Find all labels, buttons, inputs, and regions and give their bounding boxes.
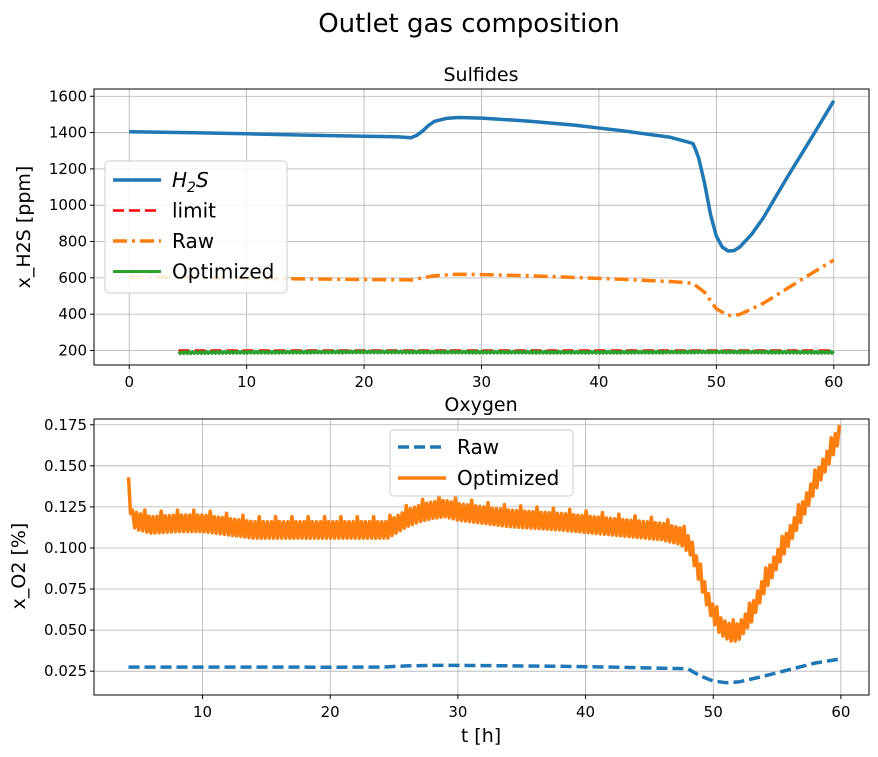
figure-title: Outlet gas composition xyxy=(318,9,620,39)
x-tick-label: 60 xyxy=(824,373,843,391)
x-tick-label: 50 xyxy=(704,703,723,721)
panel-title: Sulfides xyxy=(444,64,519,86)
y-tick-label: 1600 xyxy=(49,87,87,105)
x-tick-label: 30 xyxy=(448,703,467,721)
y-axis-label: x_O2 [%] xyxy=(8,523,30,610)
panel-oxygen: Oxygen x_O2 [%] t [h] 10 20 30 40 50 60 0.025 0… xyxy=(8,394,870,747)
x-tick-label: 50 xyxy=(707,373,726,391)
x-tick-label: 40 xyxy=(576,703,595,721)
y-tick-label: 0.150 xyxy=(44,457,87,475)
series-line-h2s xyxy=(129,99,836,253)
y-tick-label: 200 xyxy=(58,341,87,359)
y-tick-label: 0.100 xyxy=(44,539,87,557)
series-line-optimized xyxy=(177,349,835,356)
legend-label: Raw xyxy=(172,229,214,253)
x-axis-label: t [h] xyxy=(461,725,501,747)
axes-frame xyxy=(93,418,870,696)
y-tick-label: 1200 xyxy=(49,160,87,178)
legend-box xyxy=(104,160,288,294)
y-tick-label: 0.125 xyxy=(44,498,87,516)
x-tick-label: 30 xyxy=(472,373,491,391)
x-tick-label: 10 xyxy=(237,373,256,391)
panel-sulfides: Sulfides x_H2S [ppm] 0 10 20 30 40 50 60 200 400… xyxy=(13,64,870,391)
legend-label: limit xyxy=(172,199,216,223)
legend-subscript: 2 xyxy=(187,180,196,196)
y-axis-label: x_H2S [ppm] xyxy=(13,166,35,289)
x-tick-label: 10 xyxy=(193,703,212,721)
legend-label: Optimized xyxy=(457,466,559,490)
series-line-raw xyxy=(128,657,842,685)
y-tick-label: 0.050 xyxy=(44,621,87,639)
y-tick-label: 600 xyxy=(58,269,87,287)
x-tick-label: 60 xyxy=(831,703,850,721)
series-line-raw xyxy=(129,258,835,318)
y-tick-label: 0.025 xyxy=(44,662,87,680)
legend-label: Optimized xyxy=(172,260,274,284)
series-line-optimized xyxy=(126,424,842,643)
panel-title: Oxygen xyxy=(444,394,517,416)
legend-label: H2S xyxy=(172,168,209,196)
y-tick-label: 0.175 xyxy=(44,416,87,434)
x-tick-label: 40 xyxy=(589,373,608,391)
y-tick-label: 800 xyxy=(58,233,87,251)
y-tick-label: 1400 xyxy=(49,124,87,142)
x-tick-label: 0 xyxy=(124,373,134,391)
x-tick-label: 20 xyxy=(355,373,374,391)
y-tick-label: 1000 xyxy=(49,196,87,214)
legend: Raw Optimized xyxy=(389,429,574,497)
y-tick-label: 400 xyxy=(58,305,87,323)
y-tick-label: 0.075 xyxy=(44,580,87,598)
legend-label: Raw xyxy=(457,435,499,459)
legend: H2S limit Raw Optimized xyxy=(104,160,288,294)
legend-label-tail: S xyxy=(196,168,209,192)
x-tick-label: 20 xyxy=(321,703,340,721)
